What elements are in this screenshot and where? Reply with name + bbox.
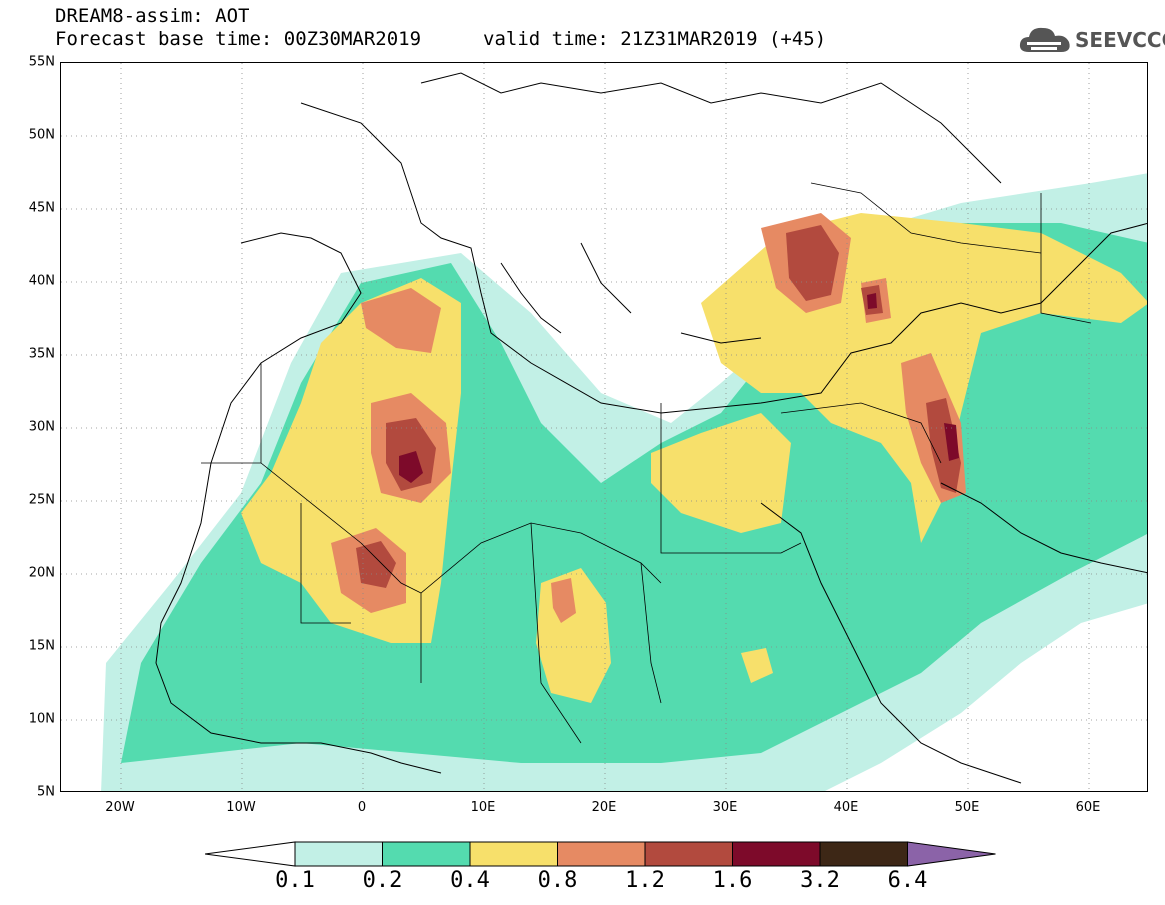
lon-label-50e: 50E — [954, 800, 980, 815]
lat-label-45n: 45N — [28, 200, 55, 216]
colorbar-under-triangle — [205, 841, 296, 867]
base-time: Forecast base time: 00Z30MAR2019 — [55, 28, 422, 50]
colorbar-label: 1.2 — [625, 868, 665, 893]
coastlines — [155, 72, 1147, 784]
aot-level-1.6 — [944, 423, 959, 461]
colorbar-over-triangle — [907, 841, 996, 867]
aot-level-0.8 — [551, 578, 576, 623]
colorbar-box-2 — [469, 841, 558, 867]
colorbar-label: 0.1 — [275, 868, 315, 893]
colorbar — [205, 841, 996, 867]
aot-level-0.4 — [241, 278, 461, 643]
lon-label-30e: 30E — [712, 800, 738, 815]
aot-level-0.4 — [651, 413, 791, 533]
aot-level-1.2 — [926, 398, 961, 493]
cloud-icon — [1019, 27, 1070, 52]
colorbar-label: 0.2 — [362, 868, 403, 893]
colorbar-box-6 — [819, 841, 908, 867]
colorbar-box-5 — [732, 841, 821, 867]
aot-level-0.8 — [361, 288, 441, 353]
aot-level-0.4 — [741, 648, 773, 683]
colorbar-label: 0.8 — [537, 868, 578, 893]
lon-label-10e: 10E — [470, 800, 496, 815]
borders — [201, 182, 1092, 744]
colorbar-label: 1.6 — [712, 868, 753, 893]
lon-label-40e: 40E — [833, 800, 859, 815]
lat-label-15n: 15N — [28, 638, 55, 654]
aot-level-1.2 — [356, 541, 396, 588]
lat-label-55n: 55N — [28, 54, 55, 70]
colorbar-box-3 — [557, 841, 646, 867]
colorbar-box-4 — [644, 841, 733, 867]
aot-level-1.2 — [786, 225, 839, 301]
lat-label-5n: 5N — [37, 784, 55, 800]
colorbar-label: 6.4 — [887, 868, 928, 893]
aot-level-1.6 — [867, 293, 877, 309]
lat-label-35n: 35N — [28, 346, 55, 362]
map-grid — [61, 63, 1147, 791]
lon-label-0: 0 — [357, 800, 367, 815]
lat-label-25n: 25N — [28, 492, 55, 508]
chart-title: DREAM8-assim: AOT — [55, 5, 250, 27]
valid-time: valid time: 21Z31MAR2019 (+45) — [483, 28, 827, 50]
seevccc-logo: SEEVCCC — [1017, 22, 1165, 56]
lat-label-10n: 10N — [28, 711, 55, 727]
logo-text: SEEVCCC — [1075, 28, 1165, 52]
lat-label-40n: 40N — [28, 273, 55, 289]
forecast-times: Forecast base time: 00Z30MAR2019 valid ti… — [55, 28, 826, 50]
colorbar-label: 3.2 — [800, 868, 840, 893]
lon-label-60e: 60E — [1075, 800, 1101, 815]
colorbar-box-1 — [382, 841, 471, 867]
colorbar-box-0 — [294, 841, 383, 867]
map-area — [60, 62, 1148, 792]
lat-label-30n: 30N — [28, 419, 55, 435]
aot-shading — [101, 173, 1147, 791]
lon-label-10w: 10W — [226, 800, 256, 815]
lon-label-20e: 20E — [591, 800, 617, 815]
aot-level-1.6 — [399, 451, 423, 483]
lat-label-20n: 20N — [28, 565, 55, 581]
colorbar-label: 0.4 — [450, 868, 490, 893]
lon-label-20w: 20W — [105, 800, 135, 815]
lat-label-50n: 50N — [28, 127, 55, 143]
aot-map — [61, 63, 1147, 791]
